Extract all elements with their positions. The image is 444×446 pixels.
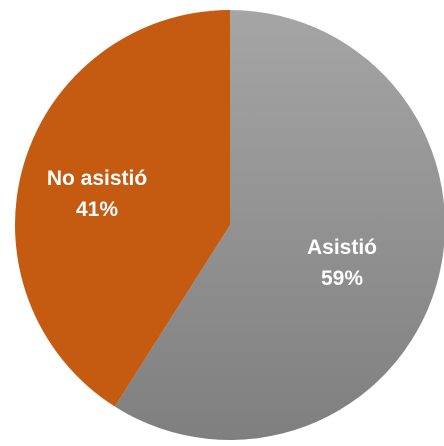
slice-label-no-asistio-name: No asistió [47,167,147,190]
pie-slices [15,10,444,440]
slice-label-asistio-name: Asistió [307,236,377,259]
slice-label-no-asistio-percent: 41% [76,198,118,221]
slice-label-asistio-percent: 59% [321,267,363,290]
